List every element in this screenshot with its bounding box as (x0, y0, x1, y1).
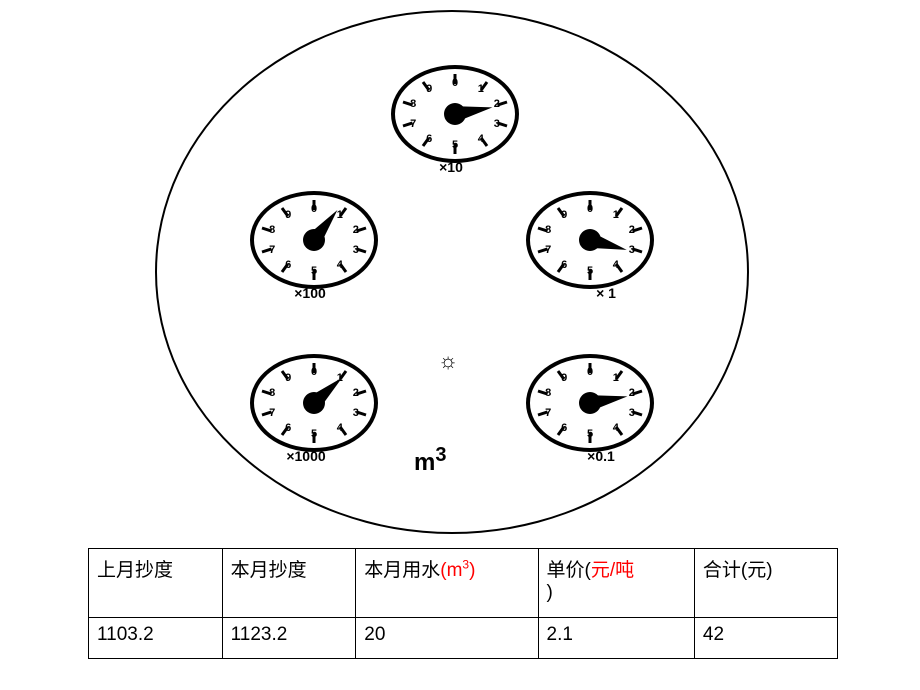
dial-digit: 6 (426, 133, 432, 145)
dial-digit: 2 (629, 387, 635, 399)
dial-digit: 9 (285, 209, 291, 221)
dial-digit: 5 (452, 139, 458, 151)
dial-digit: 9 (285, 372, 291, 384)
table-header-cell: 上月抄度 (89, 549, 223, 618)
dial-digit: 3 (353, 407, 359, 419)
dial-digit: 7 (410, 118, 416, 130)
table-header-cell: 合计(元) (694, 549, 837, 618)
table-cell: 2.1 (538, 618, 694, 659)
meter-dial: 0123456789 (250, 191, 378, 289)
dial-digit: 7 (269, 407, 275, 419)
dial-multiplier-label: × 1 (596, 285, 616, 301)
dial-digit: 6 (285, 259, 291, 271)
dial-pointer (588, 232, 629, 257)
dial-digit: 7 (545, 244, 551, 256)
dial-digit: 8 (545, 387, 551, 399)
dial-digit: 8 (269, 387, 275, 399)
dial-digit: 4 (337, 259, 343, 271)
meter-dial: 0 12 34 5 67 89 (526, 354, 654, 452)
dial-digit: 1 (613, 209, 619, 221)
dial-digit: 8 (545, 224, 551, 236)
dial-multiplier-label: ×100 (294, 285, 326, 301)
dial-pointer (454, 100, 494, 122)
flow-indicator-icon: ☼ (438, 348, 458, 374)
meter-dial: 0 12 34 5 67 89 (391, 65, 519, 163)
dial-digit: 2 (353, 224, 359, 236)
table-cell: 20 (356, 618, 538, 659)
table-header-cell: 本月抄度 (222, 549, 356, 618)
dial-digit: 6 (285, 422, 291, 434)
dial-digit: 4 (613, 259, 619, 271)
dial-multiplier-label: ×10 (439, 159, 463, 175)
table-cell: 1123.2 (222, 618, 356, 659)
dial-digit: 5 (311, 428, 317, 440)
dial-pointer (589, 389, 629, 411)
dial-digit: 0 (311, 203, 317, 215)
usage-table: 上月抄度本月抄度本月用水(m3)单价(元/吨)合计(元) 1103.21123.2… (88, 548, 838, 659)
dial-digit: 1 (478, 83, 484, 95)
dial-digit: 6 (561, 422, 567, 434)
dial-digit: 2 (629, 224, 635, 236)
dial-digit: 5 (587, 265, 593, 277)
dial-digit: 3 (629, 244, 635, 256)
dial-digit: 8 (269, 224, 275, 236)
dial-digit: 0 (452, 77, 458, 89)
dial-digit: 4 (478, 133, 484, 145)
dial-digit: 7 (269, 244, 275, 256)
dial-digit: 2 (494, 98, 500, 110)
dial-multiplier-label: ×1000 (286, 448, 325, 464)
dial-digit: 4 (613, 422, 619, 434)
dial-digit: 0 (587, 366, 593, 378)
table-cell: 42 (694, 618, 837, 659)
table-header-cell: 本月用水(m3) (356, 549, 538, 618)
unit-label: m3 (414, 444, 446, 477)
dial-digit: 0 (311, 366, 317, 378)
dial-digit: 8 (410, 98, 416, 110)
table-header-cell: 单价(元/吨) (538, 549, 694, 618)
dial-multiplier-label: ×0.1 (587, 448, 615, 464)
meter-dial: 0 12 34 5 67 89 (526, 191, 654, 289)
dial-digit: 3 (629, 407, 635, 419)
dial-digit: 1 (613, 372, 619, 384)
dial-digit: 7 (545, 407, 551, 419)
dial-digit: 3 (494, 118, 500, 130)
dial-digit: 9 (426, 83, 432, 95)
dial-digit: 5 (587, 428, 593, 440)
dial-digit: 4 (337, 422, 343, 434)
dial-digit: 0 (587, 203, 593, 215)
meter-dial: 0123456789 (250, 354, 378, 452)
dial-digit: 3 (353, 244, 359, 256)
table-cell: 1103.2 (89, 618, 223, 659)
dial-digit: 5 (311, 265, 317, 277)
dial-digit: 6 (561, 259, 567, 271)
dial-digit: 9 (561, 372, 567, 384)
dial-digit: 9 (561, 209, 567, 221)
dial-digit: 2 (353, 387, 359, 399)
